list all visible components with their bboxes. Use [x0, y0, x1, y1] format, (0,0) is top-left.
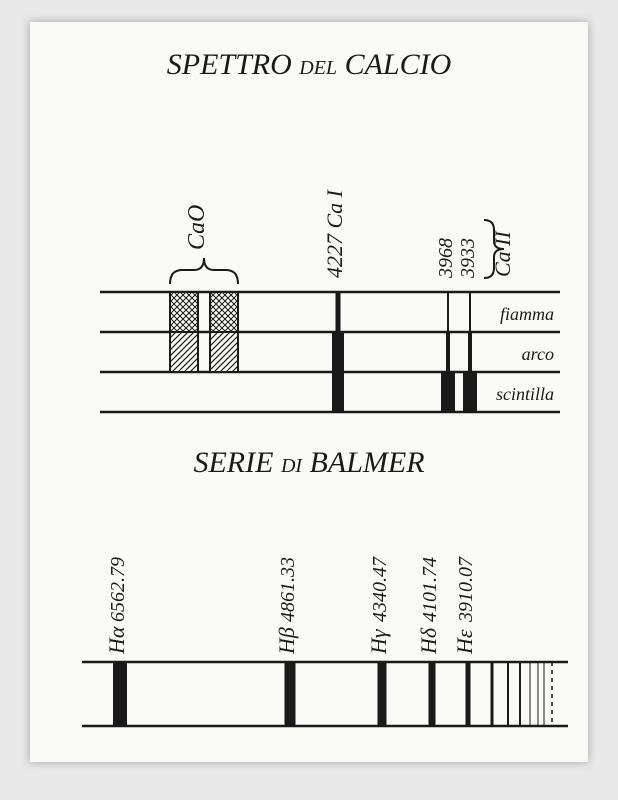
ca1-label: 4227 Ca I	[322, 188, 347, 278]
balmer-wavelength: 3910.07	[455, 556, 477, 623]
balmer-wavelength: 6562.79	[107, 557, 129, 622]
row-label: fiamma	[500, 304, 554, 324]
diagram-svg: SPETTRO DEL CALCIO fiamma arco scintilla CaO…	[30, 22, 588, 762]
balmer-wavelength: 4340.47	[369, 556, 391, 622]
balmer-wavelength: 4861.33	[277, 557, 299, 622]
balmer-line-name: Hδ	[416, 627, 441, 655]
ca2-label: Ca II	[490, 230, 515, 278]
balmer-line-name: Hα	[104, 626, 129, 655]
calcio-title: SPETTRO DEL CALCIO	[167, 48, 452, 81]
balmer-line-name: Hε	[452, 629, 477, 655]
row-label: arco	[522, 344, 554, 364]
ca2-num: 3933	[457, 238, 479, 279]
balmer-title: SERIE DI BALMER	[193, 446, 424, 479]
cao-label: CaO	[184, 205, 210, 250]
balmer-wavelength: 4101.74	[419, 557, 441, 622]
balmer-line-name: Hβ	[274, 627, 299, 655]
ca2-num: 3968	[435, 238, 457, 279]
balmer-line-name: Hγ	[366, 628, 391, 655]
row-label: scintilla	[496, 384, 554, 404]
